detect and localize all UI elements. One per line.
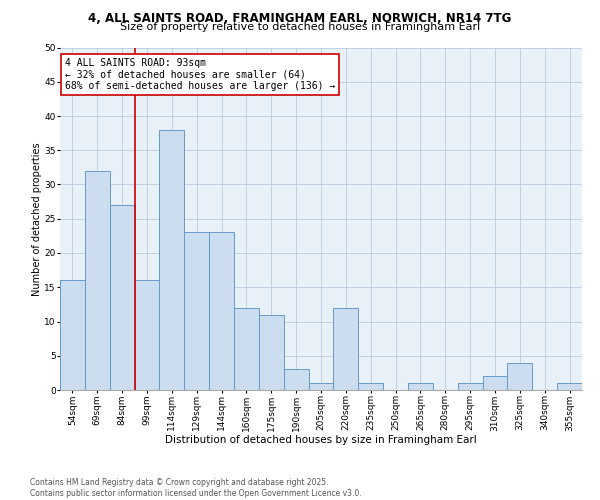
Bar: [334, 308, 358, 390]
Text: Size of property relative to detached houses in Framingham Earl: Size of property relative to detached ho…: [120, 22, 480, 32]
Bar: [557, 383, 582, 390]
X-axis label: Distribution of detached houses by size in Framingham Earl: Distribution of detached houses by size …: [165, 434, 477, 444]
Bar: [60, 280, 85, 390]
Bar: [209, 232, 234, 390]
Bar: [508, 362, 532, 390]
Text: Contains HM Land Registry data © Crown copyright and database right 2025.
Contai: Contains HM Land Registry data © Crown c…: [30, 478, 362, 498]
Bar: [85, 171, 110, 390]
Bar: [482, 376, 508, 390]
Bar: [160, 130, 184, 390]
Bar: [408, 383, 433, 390]
Bar: [234, 308, 259, 390]
Y-axis label: Number of detached properties: Number of detached properties: [32, 142, 41, 296]
Text: 4, ALL SAINTS ROAD, FRAMINGHAM EARL, NORWICH, NR14 7TG: 4, ALL SAINTS ROAD, FRAMINGHAM EARL, NOR…: [88, 12, 512, 26]
Bar: [134, 280, 160, 390]
Bar: [259, 314, 284, 390]
Bar: [110, 205, 134, 390]
Bar: [284, 370, 308, 390]
Bar: [358, 383, 383, 390]
Bar: [184, 232, 209, 390]
Text: 4 ALL SAINTS ROAD: 93sqm
← 32% of detached houses are smaller (64)
68% of semi-d: 4 ALL SAINTS ROAD: 93sqm ← 32% of detach…: [65, 58, 335, 91]
Bar: [458, 383, 482, 390]
Bar: [308, 383, 334, 390]
